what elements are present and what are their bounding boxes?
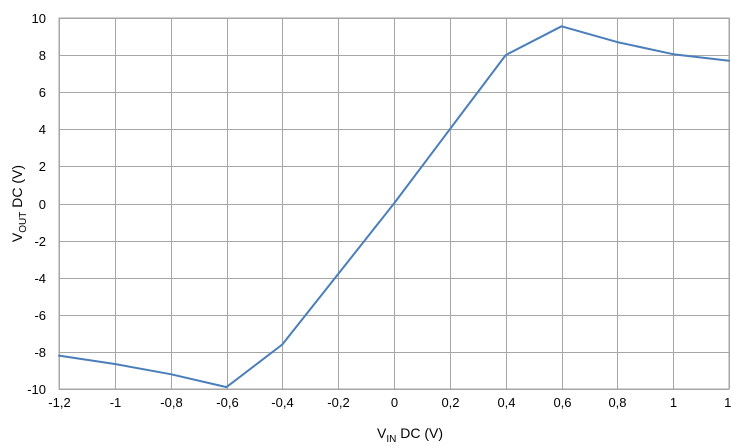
x-tick-label: 0,8 [608,395,626,410]
y-tick-label: 6 [39,85,46,100]
y-tick-label: 10 [32,11,46,26]
x-tick-label: -1 [110,395,122,410]
y-tick-label: -8 [34,345,46,360]
x-tick-label: -0,4 [271,395,293,410]
x-tick-label: 0,2 [441,395,459,410]
x-tick-label: -0,8 [160,395,182,410]
y-tick-label: 4 [39,122,46,137]
x-tick-label: -0,2 [327,395,349,410]
y-tick-label: -4 [34,271,46,286]
x-tick-label: 1 [670,395,677,410]
x-tick-label: 0 [391,395,398,410]
y-tick-label: 8 [39,48,46,63]
x-axis-label: VIN DC (V) [377,425,443,445]
y-tick-label: -6 [34,308,46,323]
y-axis-ticks: -10 -8 -6 -4 -2 0 2 4 6 8 10 [27,11,46,397]
y-tick-label: -10 [27,382,46,397]
series-layer [58,25,730,389]
y-axis-label: VOUT DC (V) [9,165,29,242]
x-axis-ticks: -1,2 -1 -0,8 -0,6 -0,4 -0,2 0 0,2 0,4 0,6 0,8 1 1, [48,395,731,410]
series-line [58,25,730,389]
plot-area [58,17,730,390]
y-tick-label: 0 [39,197,46,212]
y-tick-label: -2 [34,234,46,249]
y-tick-label: 2 [39,159,46,174]
x-tick-label: 0,6 [553,395,571,410]
x-tick-label: -0,6 [216,395,238,410]
x-tick-label: 1, [724,395,731,410]
x-tick-label: 0,4 [497,395,515,410]
x-tick-label: -1,2 [48,395,70,410]
